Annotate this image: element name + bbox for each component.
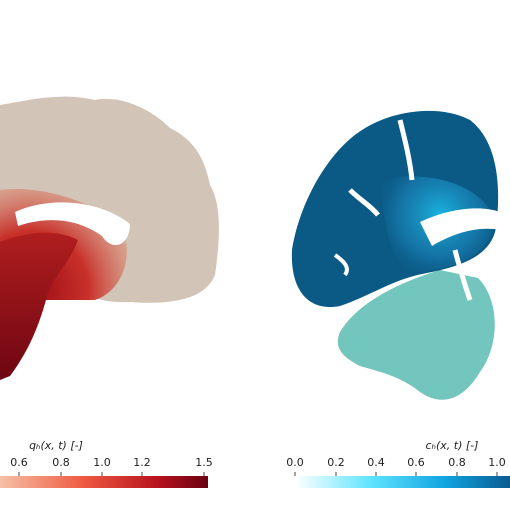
left-brain — [0, 96, 219, 380]
fissure — [348, 188, 380, 217]
colorbar-tick-label: 1.2 — [133, 456, 151, 469]
cerebellum-region — [337, 270, 495, 400]
colorbar-tick-label: 1.0 — [93, 456, 111, 469]
colorbar — [295, 476, 510, 488]
fissure — [452, 249, 473, 301]
fissure — [420, 208, 500, 246]
colorbar — [0, 476, 208, 488]
colorbar-tick-label: 0.2 — [327, 456, 345, 469]
colorbar-tick-label: 0.8 — [52, 456, 70, 469]
colorbar-tick-label: 0.6 — [407, 456, 425, 469]
colorbar-tick-label: 0.6 — [10, 456, 28, 469]
colorbar-tick-label: 1.0 — [488, 456, 506, 469]
colorbar-tick-label: 0.8 — [448, 456, 466, 469]
colorbar-tick-label: 0.0 — [286, 456, 304, 469]
corpus-gap — [15, 202, 130, 246]
colorbar-title: qₕ(x, t) [-] — [29, 439, 83, 452]
colorbar-title: cₕ(x, t) [-] — [426, 439, 479, 452]
fissure — [397, 119, 415, 181]
fissure — [333, 253, 349, 277]
right-brain — [291, 110, 500, 400]
colorbar-tick-label: 1.5 — [195, 456, 213, 469]
brainstem — [0, 232, 78, 380]
colorbar-tick-label: 0.4 — [367, 456, 385, 469]
